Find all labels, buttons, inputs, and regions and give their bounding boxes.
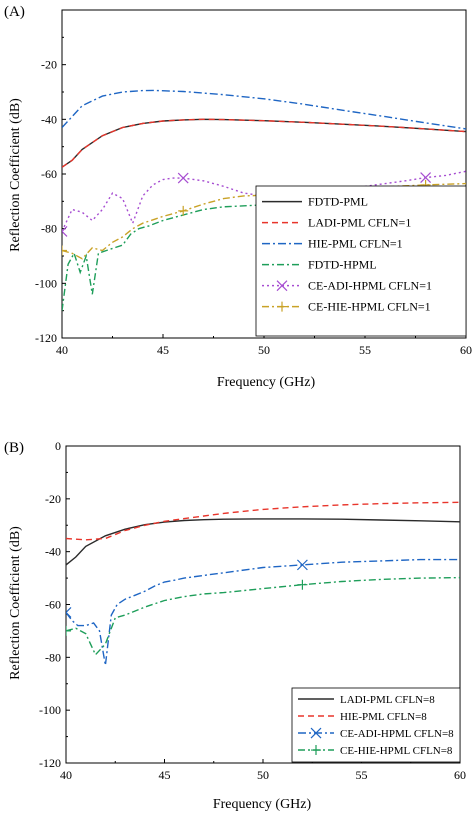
panel-b-x-tick-label: 50 xyxy=(257,768,269,782)
panel-b-series-3-line xyxy=(66,558,460,666)
panel-b-x-tick-label: 60 xyxy=(454,768,466,782)
panel-a-legend-label-3: HIE-PML CFLN=1 xyxy=(308,237,403,251)
panel-a-y-tick-label: -120 xyxy=(35,331,57,345)
panel-b-legend-label-3: CE-ADI-HPML CFLN=8 xyxy=(340,728,454,740)
panel-a: (A) 40 45 50 55 60 -20 -40 -60 -80 -100 -120 FDTD-… xyxy=(4,4,472,390)
panel-b-plot: 40 45 50 55 60 0 -20 -40 -60 -80 -100 -120 xyxy=(39,439,466,782)
panel-b: (B) 40 45 50 55 60 0 -20 -40 -60 -80 -100 -120 LADI… xyxy=(4,439,466,812)
panel-a-y-tick-label: -60 xyxy=(41,167,57,181)
panel-b-x-tick-label: 55 xyxy=(356,768,368,782)
panel-a-y-tick-label: -40 xyxy=(41,112,57,126)
panel-b-legend: LADI-PML CFLN=8 HIE-PML CFLN=8 CE-ADI-HPML… xyxy=(291,687,461,763)
panel-a-legend-label-2: LADI-PML CFLN=1 xyxy=(308,216,411,230)
panel-a-x-tick-label: 50 xyxy=(258,343,270,357)
panel-a-legend-label-4: FDTD-HPML xyxy=(308,258,377,272)
panel-a-series-3-line xyxy=(62,89,466,130)
panel-a-y-tick-label: -20 xyxy=(41,58,57,72)
panel-b-series-2-line xyxy=(66,501,460,541)
panel-b-x-tick-label: 40 xyxy=(60,768,72,782)
panel-a-legend-label-1: FDTD-PML xyxy=(308,195,368,209)
panel-b-x-tick-label: 45 xyxy=(159,768,171,782)
panel-b-series-1-line xyxy=(66,518,460,566)
panel-b-series-4-line xyxy=(66,576,460,656)
panel-b-y-tick-label: -40 xyxy=(45,545,61,559)
panel-b-label: (B) xyxy=(4,440,24,456)
panel-a-series-5-marker xyxy=(177,172,189,184)
panel-a-series-2-line xyxy=(62,118,466,168)
panel-a-x-tick-label: 40 xyxy=(56,343,68,357)
panel-a-series-6-marker xyxy=(62,245,67,256)
panel-b-ylabel: Reflection Coefficient (dB) xyxy=(8,526,23,680)
panel-a-series-1-line xyxy=(62,118,466,168)
panel-a-legend: FDTD-PML LADI-PML CFLN=1 HIE-PML CFLN=1 FDT… xyxy=(255,185,467,337)
panel-a-label: (A) xyxy=(4,4,25,20)
panel-a-legend-marker-6 xyxy=(277,301,287,312)
panel-b-series-group xyxy=(66,501,460,666)
panel-a-x-tick-label: 45 xyxy=(157,343,169,357)
panel-a-legend-label-5: CE-ADI-HPML CFLN=1 xyxy=(308,279,432,293)
panel-b-y-tick-label: -120 xyxy=(39,756,61,770)
panel-b-y-tick-label: -100 xyxy=(39,703,61,717)
panel-b-legend-marker-3 xyxy=(310,727,322,739)
panel-b-series-3-marker xyxy=(296,559,308,571)
panel-b-y-tick-label: -80 xyxy=(45,650,61,664)
panel-b-legend-label-2: HIE-PML CFLN=8 xyxy=(340,711,427,723)
panel-b-series-4-marker xyxy=(66,625,71,636)
panel-b-y-tick-label: -20 xyxy=(45,492,61,506)
panel-a-series-5-line xyxy=(62,170,466,232)
panel-a-series-6-marker xyxy=(178,205,189,216)
panel-a-legend-marker-5 xyxy=(276,280,288,292)
panel-a-y-tick-label: -80 xyxy=(41,222,57,236)
panel-a-y-tick-label: -100 xyxy=(35,276,57,290)
panel-a-legend-label-6: CE-HIE-HPML CFLN=1 xyxy=(308,300,431,314)
panel-a-series-5-marker xyxy=(62,225,68,237)
panel-b-legend-label-1: LADI-PML CFLN=8 xyxy=(340,694,435,706)
panel-a-x-tick-label: 60 xyxy=(460,343,472,357)
panel-b-y-tick-label: 0 xyxy=(55,439,61,453)
panel-a-legend-box xyxy=(255,185,467,337)
panel-b-legend-marker-4 xyxy=(311,745,321,756)
panel-b-xlabel: Frequency (GHz) xyxy=(213,797,312,812)
panel-b-series-4-marker xyxy=(297,579,308,590)
panel-b-series-3-marker xyxy=(66,607,72,618)
panel-a-xlabel: Frequency (GHz) xyxy=(217,375,316,390)
panel-b-legend-label-4: CE-HIE-HPML CFLN=8 xyxy=(340,745,453,757)
panel-a-ylabel: Reflection Coefficient (dB) xyxy=(8,98,23,252)
panel-b-y-tick-label: -60 xyxy=(45,598,61,612)
panel-a-x-tick-label: 55 xyxy=(359,343,371,357)
panel-a-series-5-marker xyxy=(420,172,432,183)
